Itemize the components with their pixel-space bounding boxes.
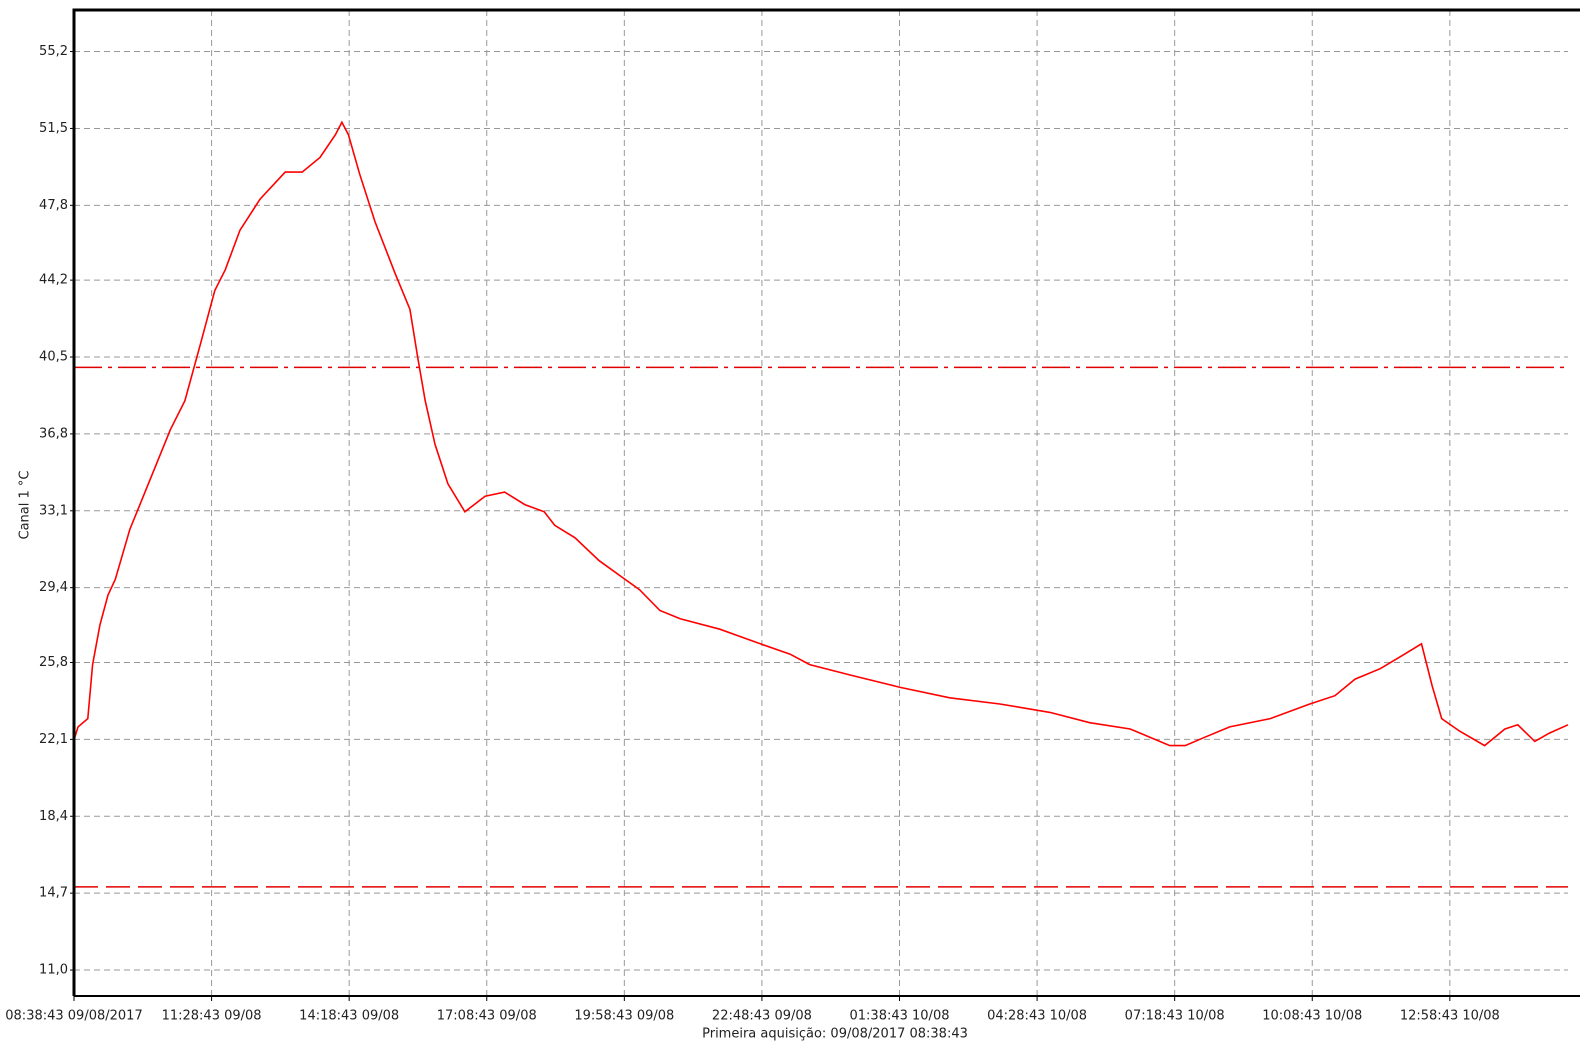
x-tick-label: 22:48:43 09/08: [712, 1009, 812, 1024]
y-tick-label: 51,5: [39, 121, 68, 136]
y-tick-label: 47,8: [39, 198, 68, 213]
x-tick-label: 08:38:43 09/08/2017: [5, 1009, 142, 1024]
x-tick-label: 04:28:43 10/08: [987, 1009, 1087, 1024]
y-tick-label: 22,1: [39, 732, 68, 747]
subtitle: Primeira aquisição: 09/08/2017 08:38:43: [702, 1027, 968, 1042]
y-tick-label: 40,5: [39, 350, 68, 365]
x-tick-label: 07:18:43 10/08: [1125, 1009, 1225, 1024]
y-axis-label: Canal 1 °C: [18, 471, 33, 540]
x-tick-label: 10:08:43 10/08: [1262, 1009, 1362, 1024]
y-tick-label: 55,2: [39, 44, 68, 59]
y-tick-label: 18,4: [39, 809, 68, 824]
y-tick-label: 36,8: [39, 426, 68, 441]
y-tick-label: 25,8: [39, 655, 68, 670]
plot-frame: [72, 8, 1580, 996]
y-tick-label: 29,4: [39, 580, 68, 595]
x-tick-label: 17:08:43 09/08: [437, 1009, 537, 1024]
data-line: [73, 120, 1569, 747]
y-tick-label: 11,0: [39, 963, 68, 978]
x-tick-label: 12:58:43 10/08: [1400, 1009, 1500, 1024]
y-tick-label: 33,1: [39, 503, 68, 518]
y-tick-label: 14,7: [39, 886, 68, 901]
x-tick-label: 11:28:43 09/08: [162, 1009, 262, 1024]
y-tick-label: 44,2: [39, 273, 68, 288]
x-tick-label: 01:38:43 10/08: [850, 1009, 950, 1024]
x-tick-label: 19:58:43 09/08: [574, 1009, 674, 1024]
x-tick-label: 14:18:43 09/08: [299, 1009, 399, 1024]
